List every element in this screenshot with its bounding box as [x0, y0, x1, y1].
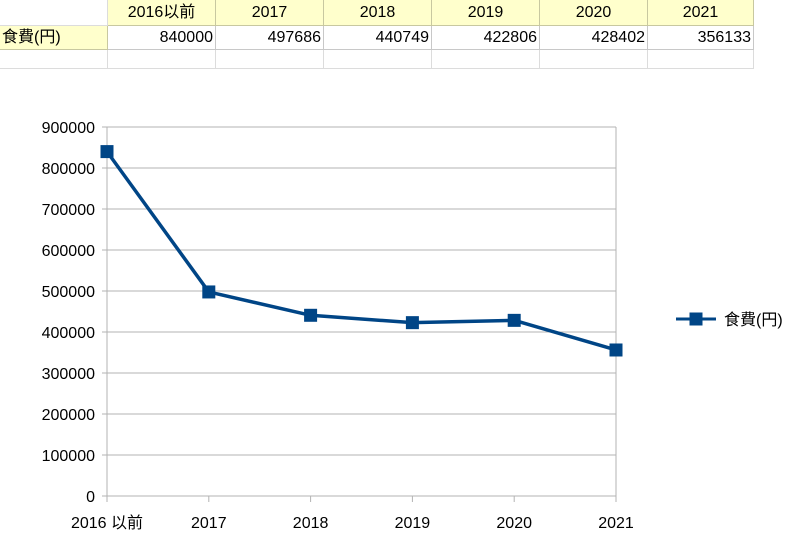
value-cell-2021[interactable]: 356133	[648, 26, 754, 50]
y-tick-label: 800000	[42, 161, 95, 178]
legend-label[interactable]: 食費(円)	[724, 311, 783, 329]
chart-series[interactable]	[100, 145, 623, 357]
y-tick-label: 900000	[42, 120, 95, 137]
y-tick-label: 600000	[42, 243, 95, 260]
data-point-marker[interactable]	[507, 313, 521, 327]
header-cell-2017[interactable]: 2017	[216, 0, 324, 26]
x-tick-label: 2021	[598, 515, 634, 532]
corner-cell[interactable]	[0, 0, 108, 26]
header-cell-2018[interactable]: 2018	[324, 0, 432, 26]
value-cell-2019[interactable]: 422806	[432, 26, 540, 50]
legend-marker[interactable]	[689, 312, 703, 326]
empty-cell[interactable]	[216, 50, 324, 68]
x-tick-label: 2020	[496, 515, 532, 532]
y-tick-label: 0	[86, 489, 95, 506]
x-tick-label: 2018	[293, 515, 329, 532]
value-cell-2018[interactable]: 440749	[324, 26, 432, 50]
value-cell-2016[interactable]: 840000	[108, 26, 216, 50]
y-tick-label: 100000	[42, 448, 95, 465]
y-tick-label: 700000	[42, 202, 95, 219]
value-cell-2020[interactable]: 428402	[540, 26, 648, 50]
y-tick-label: 300000	[42, 366, 95, 383]
data-point-marker[interactable]	[304, 308, 318, 322]
header-cell-2019[interactable]: 2019	[432, 0, 540, 26]
line-chart[interactable]: 0 100000 200000 300000 400000 500000 600000 700…	[0, 100, 805, 546]
empty-cell[interactable]	[540, 50, 648, 68]
value-cell-2017[interactable]: 497686	[216, 26, 324, 50]
empty-cell[interactable]	[648, 50, 754, 68]
empty-cell[interactable]	[432, 50, 540, 68]
row-label-cell[interactable]: 食費(円)	[0, 26, 108, 50]
data-point-marker[interactable]	[100, 145, 114, 159]
header-cell-2016[interactable]: 2016以前	[108, 0, 216, 26]
empty-cell[interactable]	[108, 50, 216, 68]
chart-axes	[102, 126, 617, 502]
chart-gridlines	[107, 126, 617, 497]
empty-cell[interactable]	[324, 50, 432, 68]
y-tick-label: 400000	[42, 325, 95, 342]
x-axis-tick-labels: 2016 以前 2017 2018 2019 2020 2021	[71, 514, 634, 532]
y-tick-label: 200000	[42, 407, 95, 424]
header-cell-2020[interactable]: 2020	[540, 0, 648, 26]
x-tick-label: 2019	[395, 515, 431, 532]
chart-legend[interactable]: 食費(円)	[676, 311, 783, 329]
spreadsheet: 2016以前 2017 2018 2019 2020 2021 食費(円) 84…	[0, 0, 805, 70]
x-tick-label: 2017	[191, 515, 227, 532]
series-line[interactable]	[105, 150, 617, 352]
sheet-bottom-gridline	[0, 68, 754, 69]
data-point-marker[interactable]	[202, 285, 216, 299]
y-tick-label: 500000	[42, 284, 95, 301]
data-point-marker[interactable]	[405, 316, 419, 330]
x-tick-label: 2016 以前	[71, 514, 143, 532]
empty-cell[interactable]	[0, 50, 108, 68]
y-axis-tick-labels: 0 100000 200000 300000 400000 500000 600000 700…	[42, 120, 95, 506]
header-cell-2021[interactable]: 2021	[648, 0, 754, 26]
data-point-marker[interactable]	[609, 343, 623, 357]
